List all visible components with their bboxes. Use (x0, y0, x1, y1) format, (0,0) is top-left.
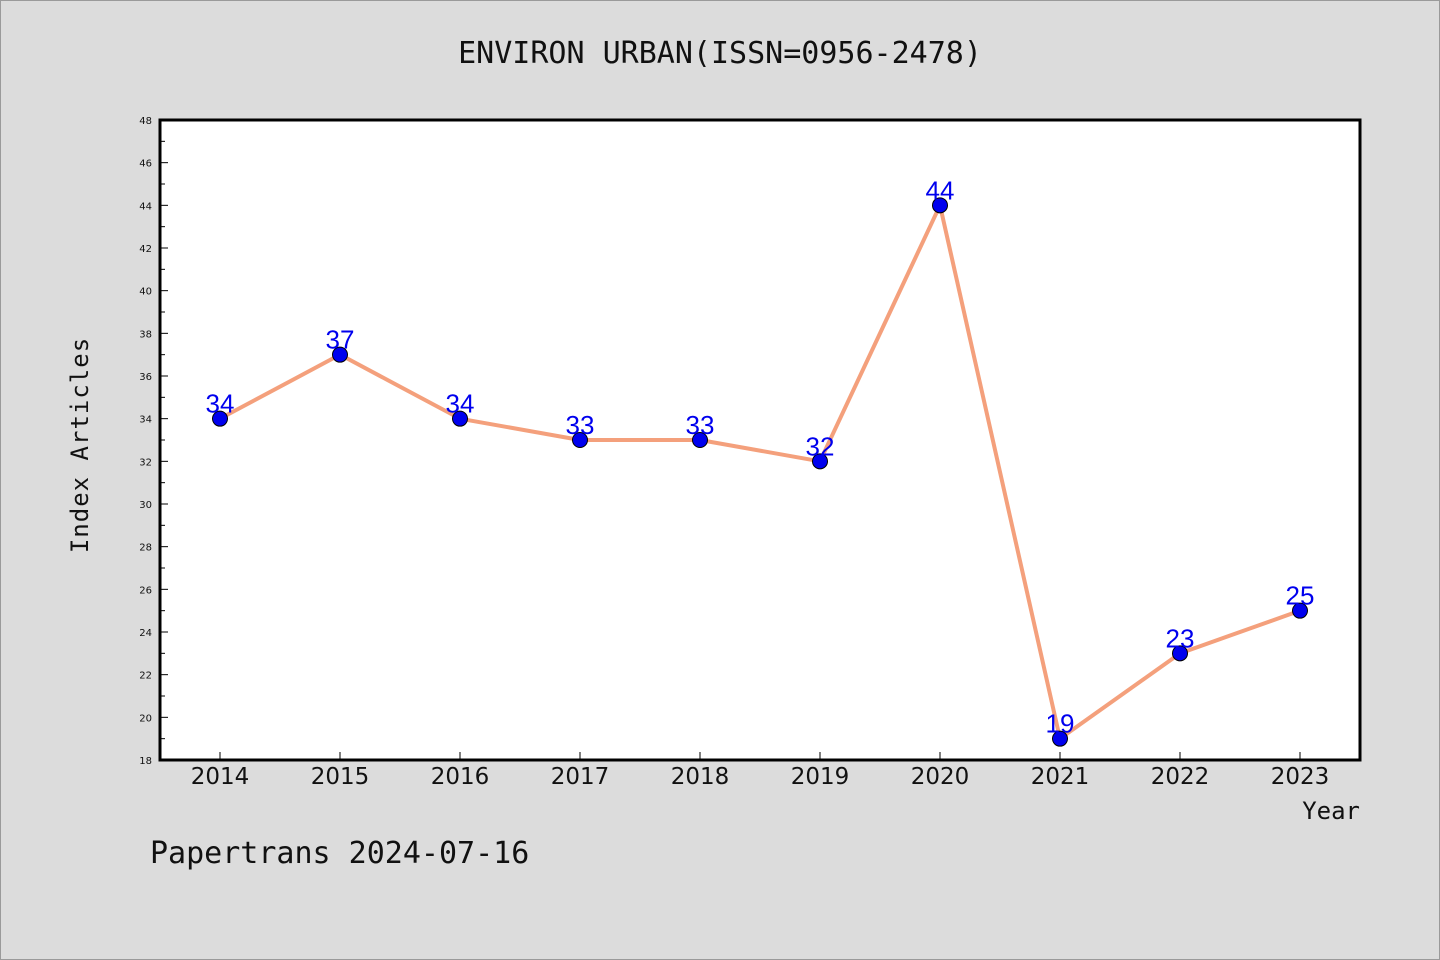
y-tick-label: 40 (139, 287, 152, 298)
data-label: 32 (806, 431, 835, 461)
data-label: 37 (326, 325, 355, 355)
x-tick-label: 2017 (551, 764, 610, 790)
chart-title: ENVIRON URBAN(ISSN=0956-2478) (458, 36, 982, 71)
x-tick-label: 2018 (671, 764, 730, 790)
y-tick-label: 26 (139, 585, 152, 596)
y-tick-label: 22 (139, 671, 152, 682)
data-label: 25 (1286, 581, 1315, 611)
data-point (812, 453, 828, 470)
y-tick-label: 34 (139, 415, 152, 426)
y-tick-label: 38 (139, 329, 152, 340)
data-label: 33 (566, 410, 595, 440)
data-label: 44 (926, 175, 955, 205)
plot-area (160, 120, 1360, 760)
data-point (572, 432, 588, 448)
data-label: 34 (206, 389, 235, 419)
data-point (1292, 602, 1308, 619)
x-tick-label: 2019 (791, 764, 850, 790)
x-tick-label: 2022 (1151, 764, 1210, 790)
data-point (212, 410, 228, 427)
y-tick-label: 46 (139, 159, 152, 170)
x-tick-label: 2016 (431, 764, 490, 790)
y-tick-label: 32 (139, 457, 152, 468)
x-tick-label: 2015 (311, 764, 370, 790)
y-tick-label: 48 (139, 116, 152, 127)
data-label: 23 (1166, 623, 1195, 653)
x-tick-label: 2023 (1271, 764, 1330, 790)
y-tick-label: 42 (139, 244, 152, 255)
data-label: 34 (446, 389, 475, 419)
x-tick-label: 2014 (191, 764, 250, 790)
data-point (692, 432, 708, 448)
data-point (452, 410, 468, 427)
data-label: 33 (686, 410, 715, 440)
data-point (1052, 730, 1068, 747)
x-tick-label: 2020 (911, 764, 970, 790)
y-tick-label: 24 (139, 628, 152, 639)
y-tick-label: 18 (139, 756, 152, 767)
y-tick-label: 28 (139, 543, 152, 554)
y-tick-label: 44 (139, 201, 152, 212)
footer-credit: Papertrans 2024-07-16 (150, 836, 530, 871)
data-point (332, 346, 348, 363)
data-point (1172, 645, 1188, 662)
data-label: 19 (1046, 709, 1075, 739)
x-axis-label: Year (1302, 797, 1360, 825)
y-tick-label: 20 (139, 713, 152, 724)
x-tick-label: 2021 (1031, 764, 1090, 790)
series-line (219, 203, 1301, 741)
data-point (932, 197, 948, 214)
plot-border (158, 118, 1362, 762)
y-tick-label: 30 (139, 500, 152, 511)
y-tick-label: 36 (139, 372, 152, 383)
